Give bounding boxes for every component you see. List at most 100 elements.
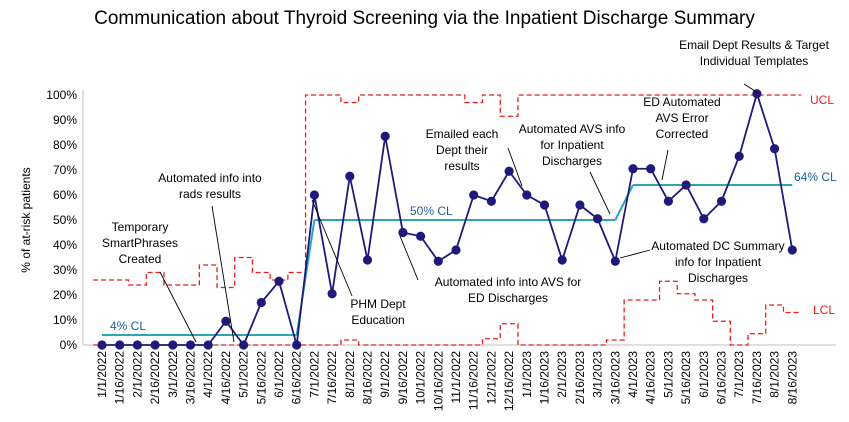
x-tick-label: 1/1/2022 bbox=[95, 351, 109, 398]
annotation-leader bbox=[661, 149, 669, 181]
annotation-emailed-dept: Dept their bbox=[436, 143, 488, 157]
data-point bbox=[486, 196, 496, 206]
x-tick-label: 7/1/2022 bbox=[307, 351, 321, 398]
annotation-leader bbox=[159, 271, 197, 343]
ucl-label: UCL bbox=[810, 93, 834, 107]
x-tick-label: 2/1/2023 bbox=[555, 351, 569, 398]
x-tick-label: 1/1/2023 bbox=[520, 351, 534, 398]
y-tick-label: 70% bbox=[53, 163, 77, 177]
x-tick-label: 5/16/2022 bbox=[254, 351, 268, 405]
data-series-line bbox=[102, 90, 794, 347]
lcl-label: LCL bbox=[813, 303, 835, 317]
lcl-line bbox=[93, 280, 802, 346]
x-tick-label: 7/1/2023 bbox=[732, 351, 746, 398]
y-tick-label: 10% bbox=[53, 313, 77, 327]
center-line-shift bbox=[614, 184, 634, 221]
x-tick-label: 4/1/2022 bbox=[201, 351, 215, 398]
data-point bbox=[663, 196, 674, 206]
annotation-ed-avs-error: ED Automated bbox=[643, 95, 720, 109]
data-point bbox=[327, 289, 337, 299]
annotation-avs-inpatient: for Inpatient bbox=[540, 138, 604, 152]
x-tick-label: 7/16/2022 bbox=[325, 351, 339, 405]
data-point bbox=[716, 196, 727, 206]
annotation-leader bbox=[619, 249, 651, 259]
data-point bbox=[97, 340, 107, 350]
data-point bbox=[681, 180, 691, 190]
x-tick-label: 12/1/2022 bbox=[484, 351, 498, 405]
chart-title: Communication about Thyroid Screening vi… bbox=[94, 8, 755, 29]
data-point bbox=[168, 340, 178, 350]
x-tick-label: 9/1/2022 bbox=[378, 351, 392, 398]
x-tick-label: 4/16/2022 bbox=[219, 351, 233, 405]
data-point bbox=[646, 164, 656, 174]
annotation-leader bbox=[211, 205, 235, 343]
x-tick-label: 6/16/2022 bbox=[290, 351, 304, 405]
annotation-temp-smartphrases: SmartPhrases bbox=[102, 236, 178, 250]
x-tick-label: 1/16/2022 bbox=[113, 351, 127, 405]
annotation-avs-ed: Automated info into AVS for bbox=[435, 275, 582, 289]
x-tick-label: 11/1/2022 bbox=[449, 351, 463, 404]
x-tick-label: 7/16/2023 bbox=[750, 351, 764, 405]
x-tick-label: 4/1/2023 bbox=[626, 351, 640, 398]
x-tick-label: 5/1/2022 bbox=[237, 351, 251, 398]
ucl-line bbox=[93, 94, 802, 289]
annotation-leader bbox=[507, 147, 523, 187]
x-tick-label: 6/1/2023 bbox=[697, 351, 711, 398]
annotation-phm-education: Education bbox=[351, 313, 404, 327]
annotation-ed-avs-error: Corrected bbox=[656, 127, 709, 141]
annotation-email-templates: Individual Templates bbox=[700, 54, 809, 68]
x-tick-label: 3/16/2023 bbox=[608, 351, 622, 405]
annotation-leader bbox=[311, 199, 353, 297]
x-tick-label: 5/1/2023 bbox=[661, 351, 675, 398]
annotation-emailed-dept: results bbox=[444, 159, 479, 173]
x-tick-label: 12/16/2022 bbox=[502, 351, 516, 411]
y-tick-label: 90% bbox=[53, 113, 77, 127]
x-tick-label: 6/1/2022 bbox=[272, 351, 286, 398]
x-tick-label: 2/16/2022 bbox=[148, 351, 162, 405]
annotation-phm-education: PHM Dept bbox=[350, 297, 406, 311]
data-point bbox=[610, 256, 620, 266]
x-tick-label: 4/16/2023 bbox=[644, 351, 658, 405]
data-point bbox=[575, 200, 585, 210]
annotation-avs-inpatient: Automated AVS info bbox=[519, 122, 626, 136]
data-point bbox=[539, 200, 550, 210]
data-point bbox=[416, 231, 426, 241]
data-point bbox=[770, 144, 780, 154]
annotation-emailed-dept: Emailed each bbox=[426, 127, 499, 141]
x-tick-label: 1/16/2023 bbox=[538, 351, 552, 405]
data-point bbox=[115, 340, 125, 350]
x-tick-label: 3/1/2022 bbox=[166, 351, 180, 398]
data-point bbox=[292, 340, 302, 350]
x-tick-label: 11/16/2022 bbox=[467, 351, 481, 410]
y-tick-label: 30% bbox=[53, 263, 77, 277]
data-point bbox=[469, 190, 479, 200]
data-point bbox=[221, 316, 231, 326]
center-line-label-50: 50% CL bbox=[410, 204, 453, 218]
x-tick-label: 6/16/2023 bbox=[715, 351, 729, 405]
x-tick-label: 3/1/2023 bbox=[591, 351, 605, 398]
annotation-leader bbox=[589, 171, 611, 215]
data-point bbox=[274, 276, 284, 286]
annotation-rads-results: Automated info into bbox=[158, 171, 262, 185]
data-point bbox=[185, 340, 196, 350]
annotation-avs-inpatient: Discharges bbox=[542, 154, 602, 168]
annotation-avs-ed: ED Discharges bbox=[468, 291, 548, 305]
data-point bbox=[433, 256, 443, 266]
data-point bbox=[398, 227, 408, 238]
x-tick-label: 5/16/2023 bbox=[679, 351, 693, 405]
data-point bbox=[256, 297, 266, 308]
annotation-dc-summary: Discharges bbox=[688, 271, 748, 285]
annotation-temp-smartphrases: Created bbox=[119, 252, 162, 266]
x-tick-label: 2/16/2023 bbox=[573, 351, 587, 405]
data-point bbox=[752, 89, 762, 99]
data-point bbox=[787, 245, 797, 255]
data-point bbox=[380, 131, 390, 141]
data-point bbox=[309, 190, 319, 200]
y-axis-label: % of at-risk patients bbox=[19, 167, 33, 272]
y-tick-label: 20% bbox=[53, 288, 77, 302]
annotation-email-templates: Email Dept Results & Target bbox=[679, 38, 830, 52]
annotation-dc-summary: Automated DC Summary bbox=[651, 239, 784, 253]
center-line-label-4: 4% CL bbox=[110, 319, 146, 333]
